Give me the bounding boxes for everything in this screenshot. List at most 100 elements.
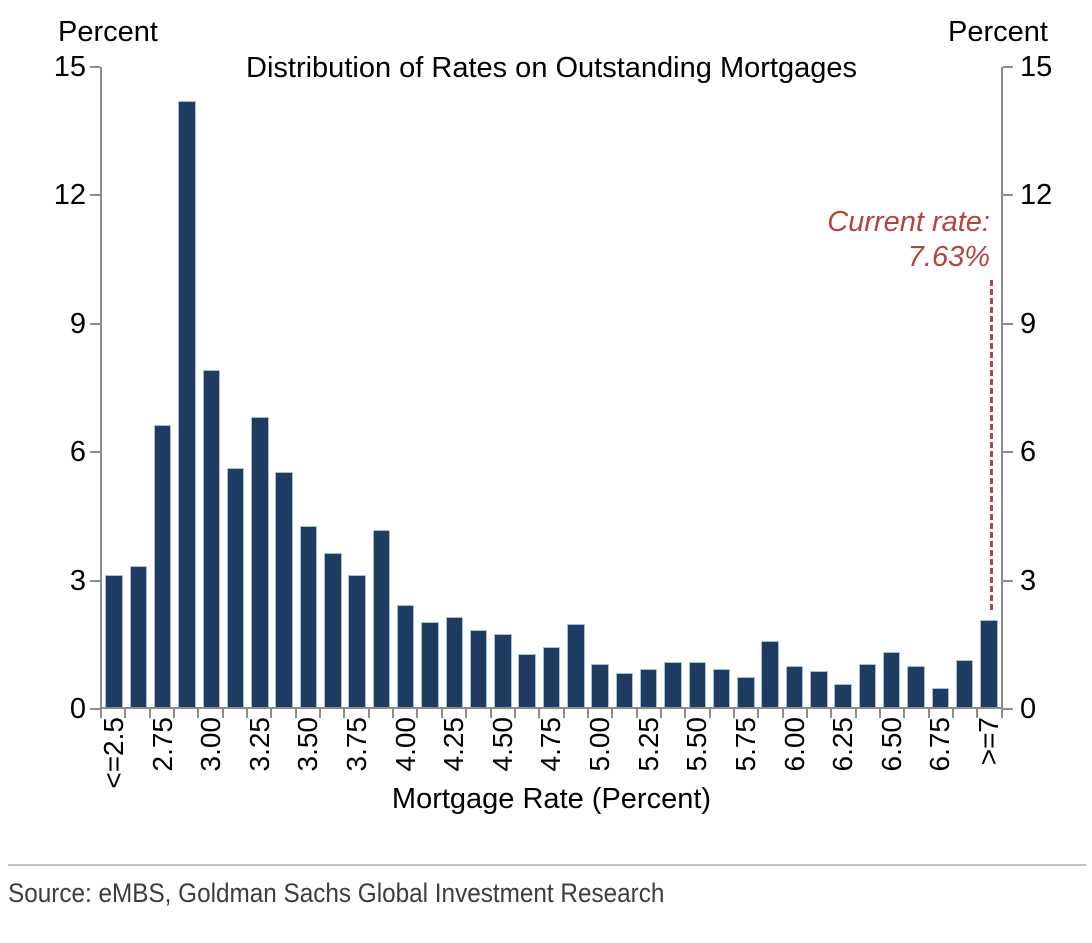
x-axis-tick: [148, 709, 151, 718]
y-axis-tick-label-right: 6: [1020, 436, 1037, 469]
bar: [761, 640, 779, 707]
x-axis-tick-label: 4.25: [438, 717, 470, 772]
x-axis-tick-label: 5.25: [632, 717, 664, 772]
x-axis-tick: [732, 709, 735, 718]
x-axis-tick-label: 3.25: [243, 717, 275, 772]
x-axis-title: Mortgage Rate (Percent): [391, 783, 712, 815]
bar: [129, 566, 148, 707]
y-axis-tick-label-left: 15: [53, 51, 86, 83]
bar: [542, 647, 561, 707]
y-axis-tick-label-right: 3: [1020, 564, 1037, 597]
bar: [275, 472, 293, 707]
bar-slot: [296, 67, 320, 707]
x-axis-ticks: [100, 709, 1003, 718]
x-axis-tick: [343, 709, 346, 718]
x-axis-tick-label: 4.00: [389, 717, 421, 772]
bar-slot: [175, 67, 199, 707]
x-axis-tick: [830, 709, 833, 718]
x-axis-tick-label: 4.75: [535, 717, 567, 772]
chart-title: Distribution of Rates on Outstanding Mor…: [246, 52, 857, 84]
y-axis-tick-label-left: 12: [53, 179, 86, 212]
bar-slot: [661, 67, 685, 707]
x-axis-tick: [246, 709, 249, 718]
bar: [226, 468, 245, 707]
bar: [421, 621, 439, 707]
bar: [567, 623, 585, 707]
plot-area: [100, 67, 1003, 709]
bar-slot: [831, 67, 855, 707]
bar: [737, 677, 755, 707]
x-axis-tick: [757, 709, 760, 718]
bar: [178, 101, 196, 707]
bar: [688, 662, 707, 707]
x-axis-tick-label: 6.25: [827, 717, 859, 772]
bar-slot: [855, 67, 879, 707]
x-axis-tick-label: >=7: [972, 717, 1004, 766]
x-axis-label-slot: 3.75: [341, 717, 373, 772]
y-axis-tick-left: [90, 194, 100, 197]
x-axis-label-slot: 3.50: [292, 717, 323, 772]
y-axis-tick-label-left: 3: [69, 564, 86, 597]
bar: [931, 687, 949, 707]
x-axis-label-slot: 6.00: [779, 717, 810, 772]
current-rate-annotation: Current rate: 7.63%: [670, 205, 990, 275]
bar-slot: [491, 67, 515, 707]
right-axis-unit-label: Percent: [948, 16, 1048, 48]
bar: [591, 664, 609, 707]
bar: [882, 651, 901, 707]
bar: [251, 416, 269, 707]
bar: [980, 619, 998, 707]
y-axis-tick-label-right: 15: [1020, 51, 1053, 83]
bar-slot: [928, 67, 952, 707]
bar-slot: [588, 67, 612, 707]
x-axis-tick-label: <=2.5: [98, 717, 129, 789]
x-axis-label-slot: 4.25: [438, 717, 470, 772]
x-axis-tick: [124, 709, 127, 718]
x-axis-tick: [489, 709, 492, 718]
y-axis-tick-right: [1003, 66, 1013, 68]
x-axis-tick: [586, 709, 589, 718]
bar: [907, 666, 925, 707]
x-axis-tick: [659, 709, 662, 718]
x-axis-tick-label: 5.50: [681, 717, 713, 772]
x-axis-tick: [221, 709, 224, 718]
bar: [615, 672, 634, 707]
bar: [955, 660, 974, 707]
x-axis-tick: [465, 709, 468, 718]
x-axis-tick: [927, 709, 930, 718]
x-axis-tick: [197, 709, 200, 718]
bar-slot: [151, 67, 175, 707]
bar: [834, 683, 852, 707]
bar: [445, 617, 464, 707]
x-axis-tick-label: 3.75: [341, 717, 373, 772]
y-axis-tick-left: [90, 579, 100, 582]
current-rate-annotation-line2: 7.63%: [907, 240, 990, 273]
bar-slot: [321, 67, 345, 707]
x-axis-label-slot: 6.50: [876, 717, 907, 772]
footer-divider: [8, 864, 1086, 866]
x-axis-tick: [538, 709, 541, 718]
bar-slot: [904, 67, 928, 707]
x-axis-label-slot: <=2.5: [98, 717, 129, 789]
x-axis-tick: [708, 709, 711, 718]
x-axis-tick: [805, 709, 808, 718]
y-axis-tick-right: [1003, 194, 1013, 197]
x-axis-label-slot: 4.75: [535, 717, 567, 772]
bar-slot: [539, 67, 563, 707]
y-axis-tick-label-right: 12: [1020, 179, 1053, 212]
x-axis-tick: [562, 709, 565, 718]
x-axis-tick-label: 5.00: [584, 717, 616, 772]
x-axis-tick: [903, 709, 906, 718]
x-axis-tick: [367, 709, 370, 718]
bar: [372, 529, 391, 707]
x-axis-tick: [173, 709, 176, 718]
x-axis-tick: [611, 709, 614, 718]
x-axis-label-slot: >=7: [972, 717, 1004, 766]
y-axis-tick-label-right: 9: [1020, 307, 1037, 340]
x-axis-tick-label: 3.00: [195, 717, 227, 772]
bar: [154, 425, 172, 707]
bar: [639, 668, 658, 707]
x-axis-tick: [684, 709, 687, 718]
bar: [469, 630, 488, 707]
